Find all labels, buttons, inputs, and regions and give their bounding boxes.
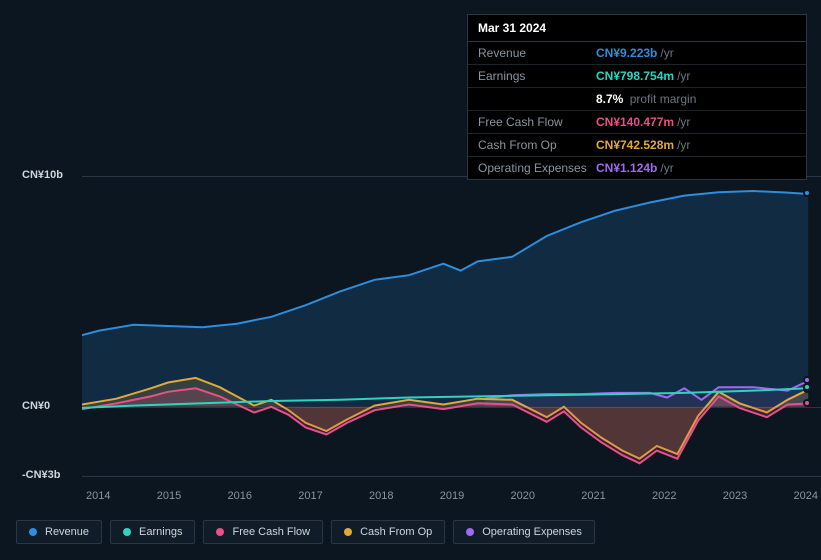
tooltip-unit: /yr xyxy=(660,46,673,60)
legend-label: Cash From Op xyxy=(360,526,432,538)
x-axis-label: 2018 xyxy=(369,490,393,502)
tooltip-label: Free Cash Flow xyxy=(478,115,596,129)
tooltip-value: CN¥798.754m xyxy=(596,69,674,83)
tooltip-margin-pct: 8.7% xyxy=(596,92,623,106)
y-axis-label: CN¥0 xyxy=(22,400,50,412)
legend-item-earnings[interactable]: Earnings xyxy=(110,520,195,544)
chart-tooltip: Mar 31 2024 RevenueCN¥9.223b/yrEarningsC… xyxy=(467,14,807,180)
legend-label: Earnings xyxy=(139,526,182,538)
tooltip-row: EarningsCN¥798.754m/yr xyxy=(468,65,806,88)
x-axis-label: 2019 xyxy=(440,490,464,502)
tooltip-row: Cash From OpCN¥742.528m/yr xyxy=(468,134,806,157)
x-axis-label: 2015 xyxy=(157,490,181,502)
x-axis-label: 2024 xyxy=(794,490,818,502)
tooltip-unit: /yr xyxy=(660,161,673,175)
x-axis-label: 2020 xyxy=(511,490,535,502)
tooltip-value: CN¥140.477m xyxy=(596,115,674,129)
tooltip-row: Operating ExpensesCN¥1.124b/yr xyxy=(468,157,806,179)
legend-label: Free Cash Flow xyxy=(232,526,310,538)
tooltip-value: CN¥1.124b xyxy=(596,161,657,175)
tooltip-unit: /yr xyxy=(677,138,690,152)
legend-dot-icon xyxy=(123,528,131,536)
legend-item-revenue[interactable]: Revenue xyxy=(16,520,102,544)
x-axis-label: 2023 xyxy=(723,490,747,502)
legend-item-cash-from-op[interactable]: Cash From Op xyxy=(331,520,445,544)
tooltip-unit: /yr xyxy=(677,69,690,83)
series-area-revenue xyxy=(82,191,808,407)
x-axis-label: 2022 xyxy=(652,490,676,502)
legend-dot-icon xyxy=(29,528,37,536)
tooltip-row: Free Cash FlowCN¥140.477m/yr xyxy=(468,111,806,134)
legend-label: Revenue xyxy=(45,526,89,538)
tooltip-date: Mar 31 2024 xyxy=(468,15,806,42)
x-axis-label: 2014 xyxy=(86,490,110,502)
y-axis-label: CN¥10b xyxy=(22,169,63,181)
legend-dot-icon xyxy=(344,528,352,536)
chart-plot-area[interactable] xyxy=(82,176,821,476)
y-axis-label: -CN¥3b xyxy=(22,469,61,481)
chart-legend: Revenue Earnings Free Cash Flow Cash From O… xyxy=(16,520,595,544)
x-axis-labels: 2014 2015 2016 2017 2018 2019 2020 2021 2022 2023… xyxy=(82,490,821,502)
tooltip-row: RevenueCN¥9.223b/yr xyxy=(468,42,806,65)
tooltip-label: Revenue xyxy=(478,46,596,60)
x-axis-label: 2021 xyxy=(581,490,605,502)
legend-dot-icon xyxy=(216,528,224,536)
tooltip-unit: /yr xyxy=(677,115,690,129)
legend-item-free-cash-flow[interactable]: Free Cash Flow xyxy=(203,520,323,544)
legend-dot-icon xyxy=(466,528,474,536)
tooltip-value: CN¥742.528m xyxy=(596,138,674,152)
tooltip-label: Earnings xyxy=(478,69,596,83)
tooltip-label: Cash From Op xyxy=(478,138,596,152)
series-end-dot xyxy=(803,399,811,407)
financials-chart: CN¥10bCN¥0-CN¥3b 20142015201620172018201… xyxy=(16,160,806,480)
tooltip-value: CN¥9.223b xyxy=(596,46,657,60)
x-axis-label: 2017 xyxy=(298,490,322,502)
x-axis-label: 2016 xyxy=(228,490,252,502)
legend-item-operating-expenses[interactable]: Operating Expenses xyxy=(453,520,595,544)
legend-label: Operating Expenses xyxy=(482,526,582,538)
tooltip-margin-text: profit margin xyxy=(630,92,697,106)
tooltip-label xyxy=(478,92,596,106)
tooltip-label: Operating Expenses xyxy=(478,161,596,175)
tooltip-row: 8.7% profit margin xyxy=(468,88,806,111)
